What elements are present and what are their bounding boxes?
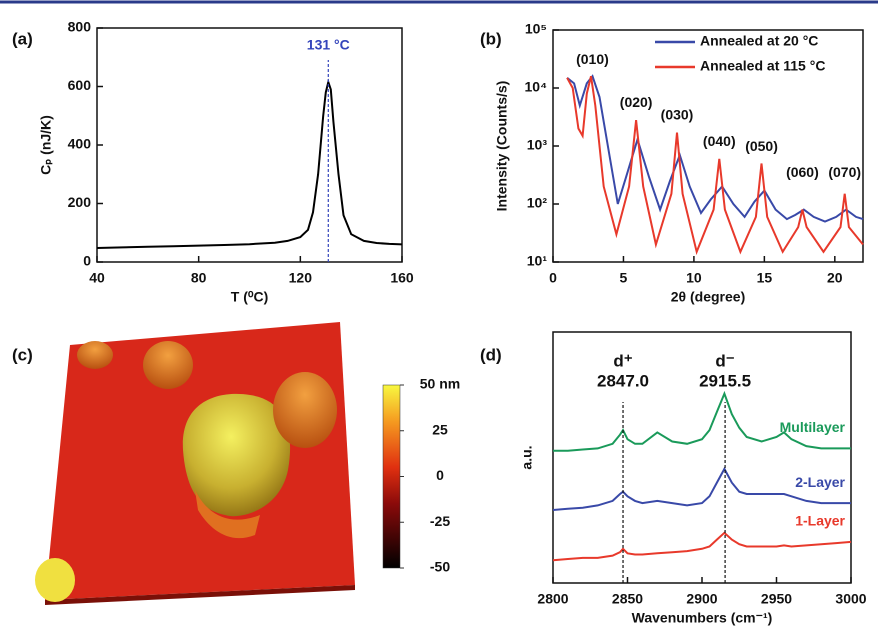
y-tick-label: 10⁴ (525, 79, 548, 95)
peak-value: 2847.0 (597, 371, 649, 390)
panel-label: (c) (12, 345, 33, 364)
x-tick-label: 20 (827, 270, 843, 286)
panel-label: (d) (480, 345, 502, 364)
x-tick-label: 120 (289, 270, 313, 286)
x-tick-label: 2900 (686, 591, 717, 607)
series-label: 1-Layer (795, 513, 845, 529)
x-axis-label: Wavenumbers (cm⁻¹) (632, 610, 773, 626)
peak-label: (050) (745, 138, 778, 154)
panel-label: (a) (12, 29, 33, 48)
x-axis-label: 2θ (degree) (671, 289, 745, 305)
peak-label: (010) (576, 51, 609, 67)
peak-label: (030) (661, 107, 694, 123)
series-label: 2-Layer (795, 474, 845, 490)
data-line (96, 78, 403, 249)
x-tick-label: 15 (757, 270, 773, 286)
plot-frame (96, 27, 403, 263)
colorbar-tick-label: 0 (436, 467, 444, 483)
afm-image (35, 322, 401, 605)
series-line (552, 466, 851, 511)
colorbar-tick-label: 25 (432, 421, 448, 437)
colorbar-tick-label: -50 (430, 559, 450, 575)
colorbar-tick-label: 50 nm (420, 376, 460, 392)
y-tick-label: 0 (83, 253, 91, 269)
peak-symbol: d⁺ (613, 351, 632, 370)
series-label: Multilayer (780, 419, 846, 435)
peak-symbol: d⁻ (715, 351, 734, 370)
x-tick-label: 0 (549, 270, 557, 286)
peak-label: (060) (786, 164, 819, 180)
colorbar-tick-label: -25 (430, 513, 450, 529)
peak-annotation: 131 °C (307, 37, 350, 53)
panel-label: (b) (480, 29, 502, 48)
series-line (566, 75, 864, 256)
x-tick-label: 10 (686, 270, 702, 286)
peak-value: 2915.5 (699, 371, 751, 390)
x-tick-label: 80 (191, 270, 207, 286)
x-tick-label: 160 (390, 270, 414, 286)
y-axis-label: a.u. (519, 445, 535, 469)
x-tick-label: 5 (620, 270, 628, 286)
y-axis-label: Cₚ (nJ/K) (38, 115, 54, 175)
y-tick-label: 200 (68, 194, 92, 210)
legend-label: Annealed at 115 °C (700, 58, 825, 74)
y-tick-label: 600 (68, 77, 92, 93)
series-line (566, 74, 864, 223)
y-tick-label: 10⁵ (525, 21, 547, 37)
peak-label: (020) (620, 94, 653, 110)
peak-label: (040) (703, 133, 736, 149)
legend-label: Annealed at 20 °C (700, 33, 818, 49)
y-tick-label: 800 (68, 19, 92, 35)
x-axis-label: T (⁰C) (231, 289, 269, 305)
y-tick-label: 10¹ (527, 253, 548, 269)
y-tick-label: 400 (68, 136, 92, 152)
peak-label: (070) (828, 164, 861, 180)
x-tick-label: 2950 (761, 591, 792, 607)
series-line (553, 390, 851, 452)
x-tick-label: 40 (89, 270, 105, 286)
x-tick-label: 3000 (835, 591, 866, 607)
y-tick-label: 10³ (527, 137, 548, 153)
x-tick-label: 2800 (537, 591, 568, 607)
x-tick-label: 2850 (612, 591, 643, 607)
y-axis-label: Intensity (Counts/s) (494, 81, 510, 212)
series-line (552, 531, 852, 562)
y-tick-label: 10² (527, 195, 548, 211)
